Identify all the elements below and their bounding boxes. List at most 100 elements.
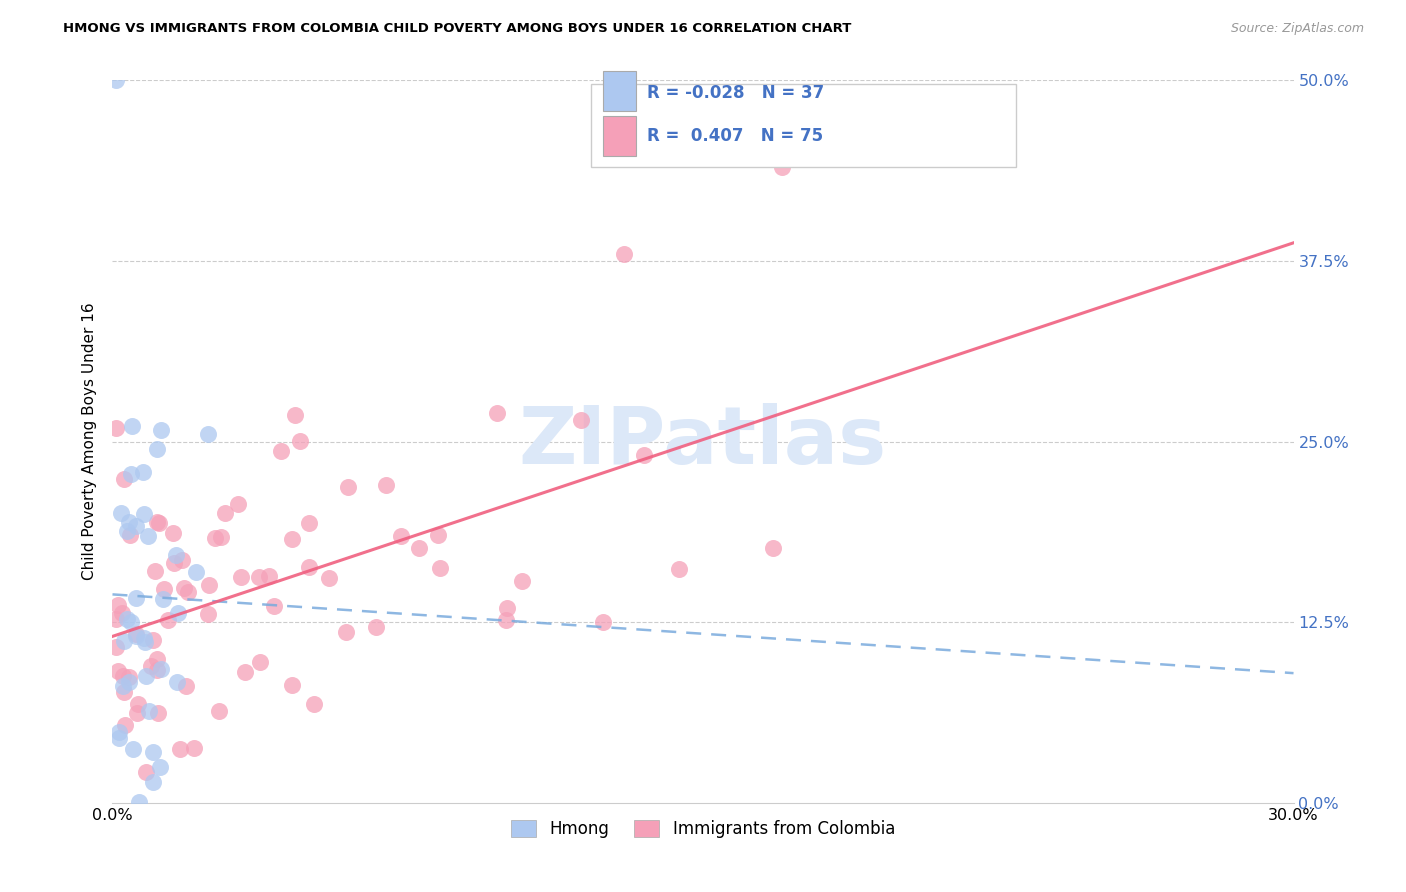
Text: Source: ZipAtlas.com: Source: ZipAtlas.com — [1230, 22, 1364, 36]
Point — [174, 679, 197, 693]
Point — [132, 631, 155, 645]
Point — [335, 625, 357, 640]
Point — [134, 634, 156, 648]
Point — [150, 423, 173, 437]
Point — [668, 561, 690, 575]
Point — [152, 582, 174, 596]
Point — [166, 675, 188, 690]
Point — [112, 634, 135, 648]
Point — [115, 611, 138, 625]
Point — [128, 795, 150, 809]
Point — [209, 531, 232, 545]
Point — [336, 480, 359, 494]
Point — [173, 582, 195, 596]
Point — [176, 584, 198, 599]
Point — [281, 532, 304, 546]
Text: R =  0.407   N = 75: R = 0.407 N = 75 — [648, 128, 824, 145]
Point — [135, 669, 157, 683]
Point — [512, 574, 534, 588]
Point — [214, 506, 236, 520]
Point — [135, 765, 157, 780]
Point — [208, 704, 231, 718]
Point — [127, 706, 149, 720]
Point — [247, 570, 270, 584]
Point — [184, 565, 207, 579]
Point — [198, 577, 221, 591]
Point — [132, 507, 155, 521]
Point — [571, 413, 593, 427]
Point — [142, 632, 165, 647]
Point — [149, 662, 172, 676]
Point — [125, 627, 148, 641]
Point — [143, 564, 166, 578]
Point — [146, 515, 169, 529]
Point — [136, 529, 159, 543]
Point — [152, 591, 174, 606]
Point — [166, 607, 188, 621]
Point — [169, 741, 191, 756]
Point — [408, 541, 430, 555]
Point — [145, 651, 167, 665]
Point — [366, 620, 388, 634]
Point — [495, 613, 517, 627]
Point — [120, 527, 142, 541]
Point — [762, 541, 785, 555]
Point — [149, 760, 172, 774]
Point — [121, 419, 143, 434]
Point — [105, 73, 128, 87]
Point — [496, 601, 519, 615]
Point — [118, 675, 141, 690]
Point — [110, 507, 132, 521]
Point — [197, 607, 219, 622]
Point — [249, 655, 271, 669]
Point — [163, 556, 186, 570]
Point — [148, 706, 170, 720]
Point — [105, 640, 128, 654]
Point — [108, 725, 131, 739]
Point — [389, 529, 412, 543]
Point — [131, 465, 153, 479]
Point — [118, 515, 141, 529]
Point — [233, 665, 256, 679]
Point — [141, 659, 163, 673]
Point — [120, 467, 142, 482]
Point — [115, 524, 138, 538]
Point — [107, 664, 129, 678]
Point — [165, 549, 187, 563]
Point — [204, 531, 226, 545]
Point — [142, 745, 165, 759]
Point — [172, 553, 194, 567]
Point — [108, 731, 131, 746]
Text: ZIPatlas: ZIPatlas — [519, 402, 887, 481]
Point — [281, 677, 304, 691]
Point — [125, 591, 148, 606]
Point — [105, 612, 128, 626]
Point — [112, 472, 135, 486]
Point — [302, 697, 325, 711]
Point — [157, 613, 180, 627]
Point — [112, 679, 135, 693]
Point — [107, 598, 129, 612]
Legend: Hmong, Immigrants from Colombia: Hmong, Immigrants from Colombia — [505, 814, 901, 845]
Point — [183, 741, 205, 756]
Point — [114, 718, 136, 732]
Point — [148, 516, 170, 531]
FancyBboxPatch shape — [603, 70, 636, 111]
Point — [288, 434, 311, 448]
Point — [118, 670, 141, 684]
Point — [318, 571, 340, 585]
Point — [270, 444, 292, 458]
Y-axis label: Child Poverty Among Boys Under 16: Child Poverty Among Boys Under 16 — [82, 302, 97, 581]
Point — [111, 606, 134, 620]
Point — [375, 477, 398, 491]
Text: HMONG VS IMMIGRANTS FROM COLOMBIA CHILD POVERTY AMONG BOYS UNDER 16 CORRELATION : HMONG VS IMMIGRANTS FROM COLOMBIA CHILD … — [63, 22, 852, 36]
Point — [770, 160, 793, 174]
Point — [146, 663, 169, 677]
Point — [257, 569, 280, 583]
Point — [105, 420, 128, 434]
Point — [486, 406, 509, 420]
Point — [125, 629, 148, 643]
Point — [142, 775, 165, 789]
Point — [263, 599, 285, 613]
Point — [297, 559, 319, 574]
